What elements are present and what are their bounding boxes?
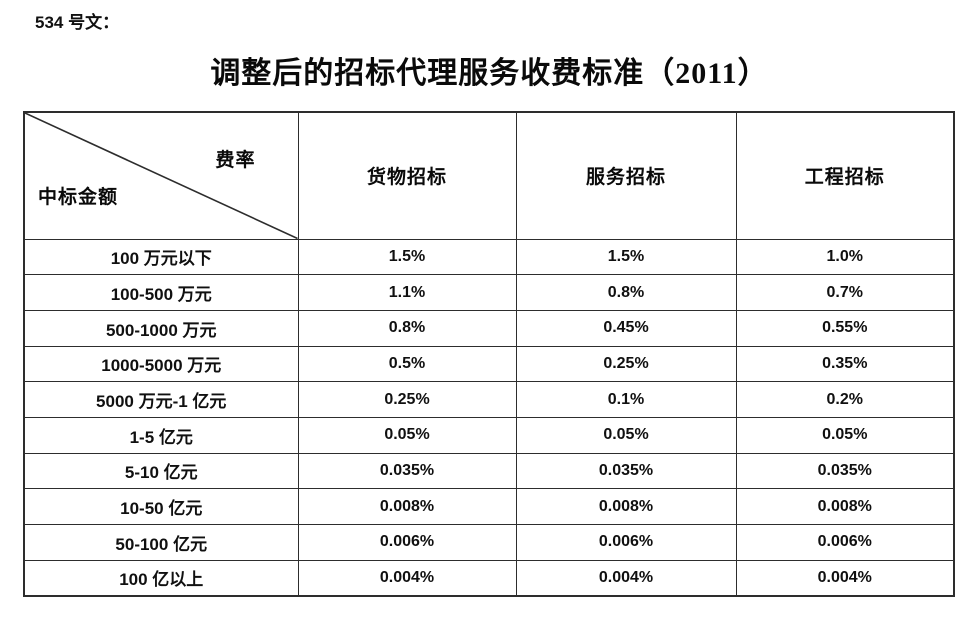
- table-row: 5000 万元-1 亿元 0.25% 0.1% 0.2%: [23, 381, 955, 418]
- rate-cell: 0.5%: [297, 345, 517, 383]
- table-row: 100 亿以上 0.004% 0.004% 0.004%: [23, 559, 955, 597]
- amount-range-cell: 1000-5000 万元: [23, 345, 299, 383]
- fee-standard-table: 费率 中标金额 货物招标 服务招标 工程招标 100 万元以下 1.5% 1.5…: [23, 111, 955, 597]
- rate-cell: 0.035%: [735, 452, 955, 490]
- rate-cell: 0.035%: [297, 452, 517, 490]
- rate-cell: 0.25%: [297, 381, 517, 418]
- rate-cell: 0.006%: [735, 524, 955, 561]
- column-header-services: 服务招标: [515, 111, 737, 240]
- rate-cell: 0.006%: [515, 524, 737, 561]
- corner-label-amount: 中标金额: [38, 186, 119, 208]
- amount-range-cell: 500-1000 万元: [23, 309, 299, 347]
- doc-number: 534 号文：: [35, 13, 120, 32]
- rate-cell: 0.004%: [297, 559, 517, 597]
- table-header-row: 费率 中标金额 货物招标 服务招标 工程招标: [23, 111, 955, 240]
- amount-range-cell: 100-500 万元: [23, 274, 299, 311]
- amount-range-cell: 100 万元以下: [23, 238, 299, 276]
- rate-cell: 0.8%: [297, 309, 517, 347]
- amount-range-cell: 5-10 亿元: [23, 452, 299, 490]
- rate-cell: 0.008%: [297, 488, 517, 525]
- rate-cell: 0.05%: [297, 416, 517, 454]
- diagonal-corner-cell: 费率 中标金额: [23, 111, 299, 240]
- table-row: 100-500 万元 1.1% 0.8% 0.7%: [23, 274, 955, 311]
- rate-cell: 0.1%: [515, 381, 737, 418]
- table-row: 50-100 亿元 0.006% 0.006% 0.006%: [23, 524, 955, 561]
- rate-cell: 0.35%: [735, 345, 955, 383]
- corner-label-rate: 费率: [215, 150, 256, 171]
- table-row: 1-5 亿元 0.05% 0.05% 0.05%: [23, 416, 955, 454]
- rate-cell: 0.8%: [515, 274, 737, 311]
- table-row: 100 万元以下 1.5% 1.5% 1.0%: [23, 238, 955, 276]
- table-row: 1000-5000 万元 0.5% 0.25% 0.35%: [23, 345, 955, 383]
- rate-cell: 0.2%: [735, 381, 955, 418]
- rate-cell: 0.55%: [735, 309, 955, 347]
- rate-cell: 0.05%: [515, 416, 737, 454]
- rate-cell: 1.5%: [515, 238, 737, 276]
- rate-cell: 0.45%: [515, 309, 737, 347]
- rate-cell: 0.004%: [735, 559, 955, 597]
- amount-range-cell: 5000 万元-1 亿元: [23, 381, 299, 418]
- rate-cell: 1.5%: [297, 238, 517, 276]
- rate-cell: 0.006%: [297, 524, 517, 561]
- rate-cell: 0.004%: [515, 559, 737, 597]
- table-row: 500-1000 万元 0.8% 0.45% 0.55%: [23, 309, 955, 347]
- rate-cell: 1.1%: [297, 274, 517, 311]
- rate-cell: 0.008%: [515, 488, 737, 525]
- amount-range-cell: 1-5 亿元: [23, 416, 299, 454]
- rate-cell: 0.008%: [735, 488, 955, 525]
- amount-range-cell: 100 亿以上: [23, 559, 299, 597]
- table-row: 5-10 亿元 0.035% 0.035% 0.035%: [23, 452, 955, 490]
- rate-cell: 0.7%: [735, 274, 955, 311]
- column-header-engineering: 工程招标: [735, 111, 955, 240]
- amount-range-cell: 10-50 亿元: [23, 488, 299, 525]
- column-header-goods: 货物招标: [297, 111, 517, 240]
- amount-range-cell: 50-100 亿元: [23, 524, 299, 561]
- rate-cell: 0.25%: [515, 345, 737, 383]
- diagonal-line: [25, 113, 298, 239]
- rate-cell: 0.035%: [515, 452, 737, 490]
- table-row: 10-50 亿元 0.008% 0.008% 0.008%: [23, 488, 955, 525]
- page-title: 调整后的招标代理服务收费标准（2011）: [210, 57, 769, 90]
- rate-cell: 0.05%: [735, 416, 955, 454]
- rate-cell: 1.0%: [735, 238, 955, 276]
